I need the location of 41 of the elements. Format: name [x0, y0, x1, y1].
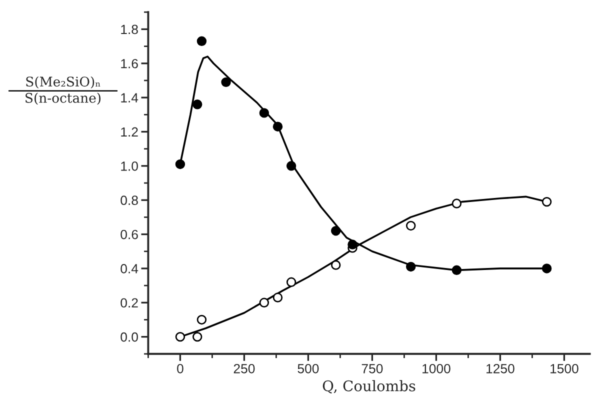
point [542, 196, 552, 207]
y-tick-label: 0.2 [120, 298, 138, 308]
y-tick-label: 1.6 [121, 58, 138, 68]
point [272, 292, 283, 302]
x-tick-label: 750 [362, 364, 383, 374]
point [192, 100, 202, 110]
point [259, 298, 270, 308]
point [452, 265, 462, 276]
point [196, 314, 207, 325]
x-tick-label: 1500 [550, 364, 578, 374]
y-tick-label: 0.0 [120, 332, 138, 342]
point [406, 262, 416, 272]
point [196, 36, 207, 46]
y-tick-label: 0.4 [120, 264, 138, 274]
point [348, 240, 358, 250]
y-tick-label: 0.8 [120, 196, 138, 206]
x-tick-label: 1250 [486, 364, 514, 374]
y-tick-label: 1.8 [121, 24, 138, 34]
point [175, 159, 186, 170]
point [330, 226, 341, 236]
point [175, 332, 186, 342]
y-tick-label: 0.6 [120, 230, 138, 240]
y-tick-label: 1.2 [121, 127, 138, 137]
point [406, 220, 416, 231]
point [272, 122, 283, 132]
point [192, 332, 202, 342]
x-tick-label: 0 [177, 364, 184, 374]
point [259, 108, 270, 118]
point [330, 260, 341, 270]
y-axis-title: S(Me₂SiO)ₙ S(n-octane) [26, 76, 101, 105]
point [221, 77, 231, 88]
y-tick-label: 1.4 [121, 93, 138, 102]
point [286, 161, 296, 171]
y-tick-label: 1.0 [121, 161, 138, 171]
point [286, 277, 296, 287]
point [452, 198, 462, 208]
x-axis-title: Q, Coulombs [322, 380, 416, 394]
x-tick-label: 500 [298, 364, 319, 374]
x-tick-label: 250 [234, 364, 255, 374]
x-tick-label: 1000 [422, 364, 450, 374]
point [542, 264, 552, 274]
